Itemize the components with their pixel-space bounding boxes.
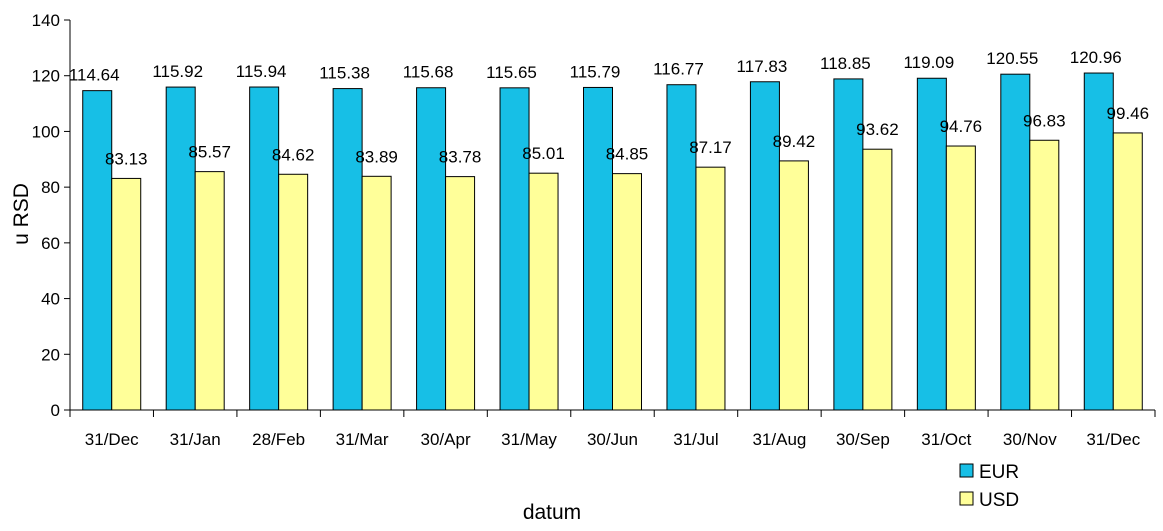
y-tick-label: 0 (51, 401, 60, 420)
x-tick-label: 31/Dec (1086, 430, 1140, 449)
data-label-usd: 85.01 (522, 144, 565, 163)
x-tick-label: 31/Oct (921, 430, 971, 449)
bar-eur (249, 86, 280, 411)
data-label-eur: 115.65 (486, 63, 537, 82)
bar-usd (695, 166, 726, 411)
bar-usd (445, 176, 476, 411)
bar-eur (416, 87, 447, 411)
data-label-eur: 119.09 (903, 53, 954, 72)
bar-usd (528, 172, 559, 411)
bar-usd (862, 148, 893, 411)
y-tick-label: 40 (41, 290, 60, 309)
y-axis: 0 20 40 60 80 100 120 140 (32, 11, 71, 420)
x-tick-label: 30/Sep (836, 430, 890, 449)
x-tick-label: 31/May (501, 430, 557, 449)
data-label-usd: 99.46 (1106, 104, 1149, 123)
x-tick-label: 28/Feb (252, 430, 305, 449)
legend: EUR USD (959, 462, 1019, 511)
x-tick-label: 31/Jul (673, 430, 718, 449)
data-label-eur: 117.83 (737, 57, 788, 76)
bar-eur (332, 88, 363, 411)
data-labels: 114.64 115.92 115.94 115.38 115.68 115.65 115.… (69, 48, 1149, 168)
bar-eur (82, 90, 113, 411)
x-tick-label: 31/Mar (336, 430, 389, 449)
x-tick-label: 31/Aug (752, 430, 806, 449)
data-label-usd: 93.62 (856, 120, 899, 139)
legend-swatch-eur (959, 463, 974, 478)
data-label-eur: 115.92 (152, 62, 203, 81)
y-tick-label: 140 (32, 11, 60, 30)
bar-usd (1029, 139, 1060, 411)
bar-eur (165, 86, 196, 411)
data-label-usd: 84.85 (606, 145, 649, 164)
bar-usd (361, 175, 392, 411)
data-label-usd: 83.89 (355, 147, 398, 166)
data-label-usd: 84.62 (272, 145, 315, 164)
x-axis: 31/Dec 31/Jan 28/Feb 31/Mar 30/Apr 31/May 30/J… (69, 409, 1156, 449)
data-label-usd: 96.83 (1023, 111, 1066, 130)
data-label-usd: 94.76 (940, 117, 983, 136)
y-tick-label: 80 (41, 178, 60, 197)
data-label-eur: 115.79 (570, 62, 621, 81)
data-label-eur: 114.64 (69, 66, 120, 85)
x-tick-label: 30/Jun (587, 430, 638, 449)
data-label-eur: 120.96 (1070, 48, 1122, 67)
data-label-eur: 120.55 (986, 49, 1038, 68)
x-tick-label: 31/Jan (170, 430, 221, 449)
data-label-usd: 87.17 (689, 138, 732, 157)
y-tick-label: 20 (41, 345, 60, 364)
bars (82, 72, 1143, 411)
bar-eur (583, 86, 613, 411)
bar-usd (1112, 132, 1143, 411)
bar-eur (666, 84, 697, 411)
x-tick-label: 31/Dec (85, 430, 139, 449)
data-label-eur: 116.77 (653, 60, 704, 79)
data-label-eur: 115.38 (319, 64, 370, 83)
data-label-usd: 89.42 (773, 132, 816, 151)
data-label-eur: 115.94 (236, 62, 287, 81)
y-tick-label: 100 (32, 122, 60, 141)
y-axis-title: u RSD (10, 183, 33, 245)
data-label-usd: 85.57 (188, 143, 231, 162)
x-tick-label: 30/Nov (1003, 430, 1057, 449)
data-label-eur: 118.85 (820, 54, 871, 73)
legend-swatch-usd (959, 491, 974, 506)
bar-usd (194, 171, 225, 411)
bar-usd (278, 173, 309, 411)
bar-usd (111, 177, 142, 411)
data-label-usd: 83.78 (439, 148, 482, 167)
x-tick-label: 30/Apr (421, 430, 471, 449)
legend-label-usd: USD (979, 490, 1019, 511)
y-tick-label: 60 (41, 234, 60, 253)
bar-eur (1083, 72, 1114, 411)
bar-usd (612, 173, 642, 411)
x-axis-title: datum (523, 501, 581, 524)
y-tick-label: 120 (32, 67, 60, 86)
data-label-eur: 115.68 (403, 63, 454, 82)
bar-eur (499, 87, 530, 411)
bar-usd (778, 160, 809, 411)
data-label-usd: 83.13 (105, 149, 148, 168)
bar-usd (945, 145, 976, 411)
legend-label-eur: EUR (979, 462, 1019, 483)
